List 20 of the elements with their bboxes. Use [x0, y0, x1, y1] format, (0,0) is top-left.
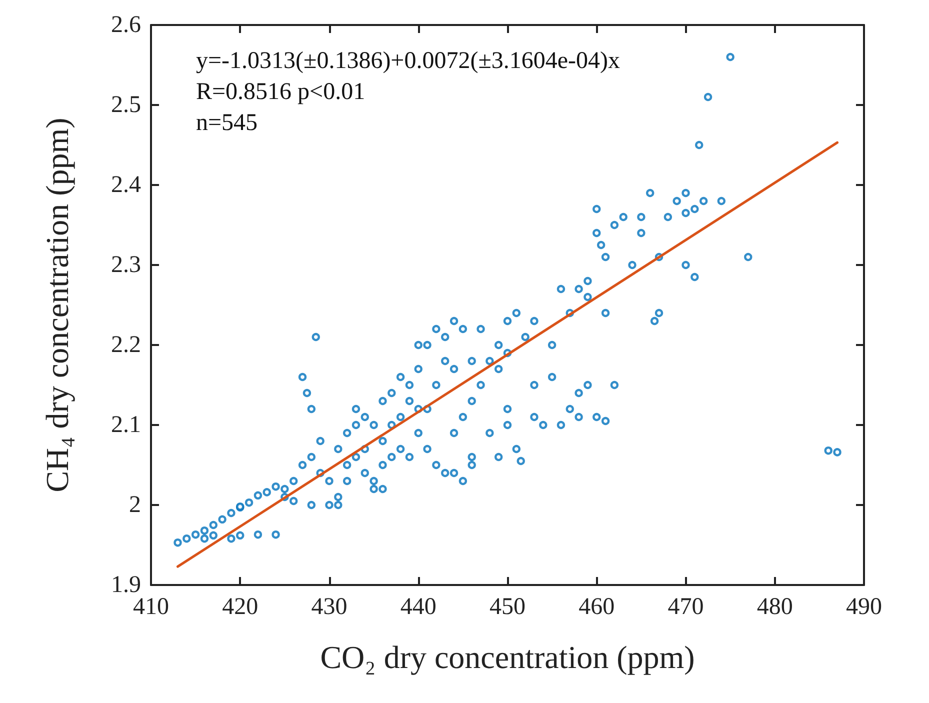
y-tick-label: 2.6	[111, 12, 141, 38]
x-tick-label: 490	[846, 594, 882, 620]
y-tick-label: 2.3	[111, 252, 141, 278]
y-tick-label: 2.1	[111, 412, 141, 438]
x-axis-title: CO₂ dry concentration (ppm)	[320, 639, 695, 675]
y-tick-label: 2.4	[111, 172, 141, 198]
y-tick-label: 2.5	[111, 92, 141, 118]
x-tick-label: 480	[756, 594, 793, 620]
annotation: y=-1.0313(±0.1386)+0.0072(±3.1604e-04)x	[196, 48, 620, 74]
y-axis-title: CH₄ dry concentration (ppm)	[39, 118, 75, 492]
x-tick-label: 460	[578, 594, 615, 620]
y-tick-label: 2	[129, 492, 141, 518]
x-tick-label: 430	[311, 594, 348, 620]
y-tick-label: 2.2	[111, 332, 141, 358]
x-tick-label: 440	[400, 594, 436, 620]
x-tick-label: 470	[668, 594, 704, 620]
x-tick-label: 420	[222, 594, 258, 620]
annotation: R=0.8516 p<0.01	[196, 79, 366, 105]
annotation: n=545	[196, 110, 258, 136]
x-tick-label: 450	[490, 594, 526, 620]
